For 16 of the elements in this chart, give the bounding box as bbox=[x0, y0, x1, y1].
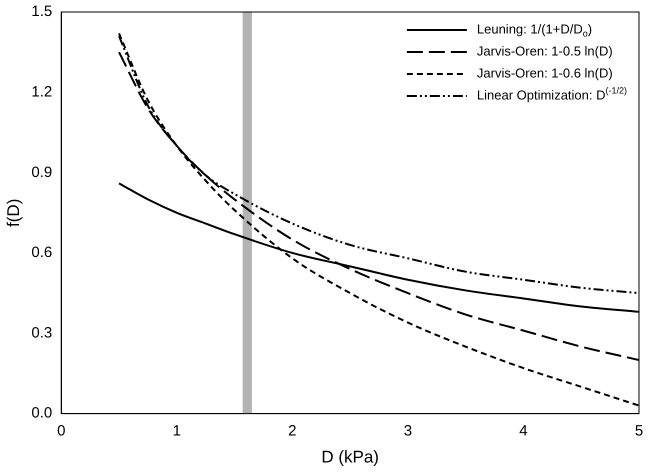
x-tick-label: 4 bbox=[519, 422, 528, 440]
x-tick-label: 5 bbox=[634, 422, 644, 440]
y-tick-label: 0.3 bbox=[31, 324, 52, 342]
x-tick-label: 0 bbox=[57, 422, 66, 440]
legend-label: Jarvis-Oren: 1-0.6 ln(D) bbox=[476, 66, 613, 81]
x-tick-label: 2 bbox=[288, 422, 297, 440]
x-tick-label: 1 bbox=[172, 422, 181, 440]
x-axis-title: D (kPa) bbox=[321, 447, 379, 466]
y-tick-label: 0.6 bbox=[31, 244, 52, 262]
y-axis-title: f(D) bbox=[4, 198, 23, 227]
y-tick-label: 0.0 bbox=[31, 404, 52, 422]
y-tick-label: 1.5 bbox=[31, 3, 52, 20]
x-tick-label: 3 bbox=[404, 422, 412, 440]
y-tick-label: 0.9 bbox=[31, 164, 52, 181]
legend-label: Jarvis-Oren: 1-0.5 ln(D) bbox=[476, 44, 613, 59]
y-tick-label: 1.2 bbox=[31, 83, 52, 100]
